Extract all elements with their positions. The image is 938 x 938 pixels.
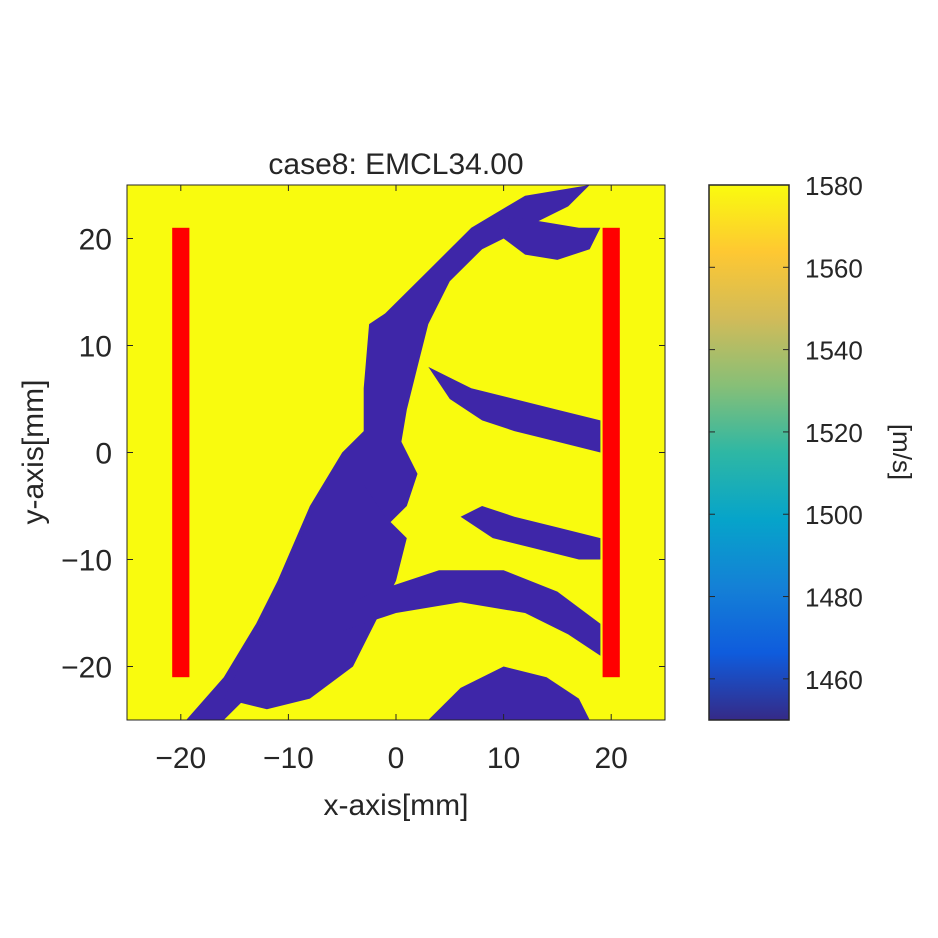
y-tick-label: 10: [79, 331, 112, 364]
colorbar-ticks: 1580 1560 1540 1520 1500 1480 1460: [709, 171, 863, 695]
x-axis-ticks: −20 −10 0 10 20: [155, 185, 628, 775]
x-axis-label: x-axis[mm]: [324, 789, 469, 822]
y-axis-label: y-axis[mm]: [17, 380, 50, 525]
colorbar-tick-label: 1480: [805, 583, 863, 613]
region-top-right-patch: [503, 217, 601, 260]
colorbar-tick-label: 1540: [805, 336, 863, 366]
plot-area: [127, 185, 665, 720]
right-transducer: [602, 227, 620, 678]
y-tick-label: 0: [95, 438, 112, 471]
colorbar-tick-label: 1580: [805, 171, 863, 201]
transducer-bars: [172, 227, 620, 678]
x-tick-label: −20: [155, 742, 206, 775]
y-tick-label: 20: [79, 224, 112, 257]
region-right-middle-streak: [428, 366, 601, 453]
colorbar-tick-label: 1560: [805, 253, 863, 283]
region-bottom-mottle: [428, 666, 590, 720]
y-axis-ticks: 20 10 0 −10 −20: [61, 224, 665, 685]
y-tick-label: −20: [61, 652, 112, 685]
colorbar: [708, 184, 790, 721]
x-tick-label: 20: [595, 742, 628, 775]
chart-title: case8: EMCL34.00: [268, 148, 523, 181]
x-tick-label: −10: [263, 742, 314, 775]
colorbar-tick-label: 1500: [805, 500, 863, 530]
low-speed-regions: [186, 185, 601, 720]
x-tick-label: 10: [487, 742, 520, 775]
x-tick-label: 0: [388, 742, 405, 775]
colorbar-tick-label: 1520: [805, 418, 863, 448]
colorbar-tick-label: 1460: [805, 665, 863, 695]
left-transducer: [172, 227, 190, 678]
y-tick-label: −10: [61, 545, 112, 578]
region-lower-right-strip: [331, 570, 601, 656]
region-left-lower-wedge: [223, 484, 407, 710]
region-right-lower-streak: [460, 506, 601, 560]
colorbar-label: [m/s]: [887, 424, 917, 480]
